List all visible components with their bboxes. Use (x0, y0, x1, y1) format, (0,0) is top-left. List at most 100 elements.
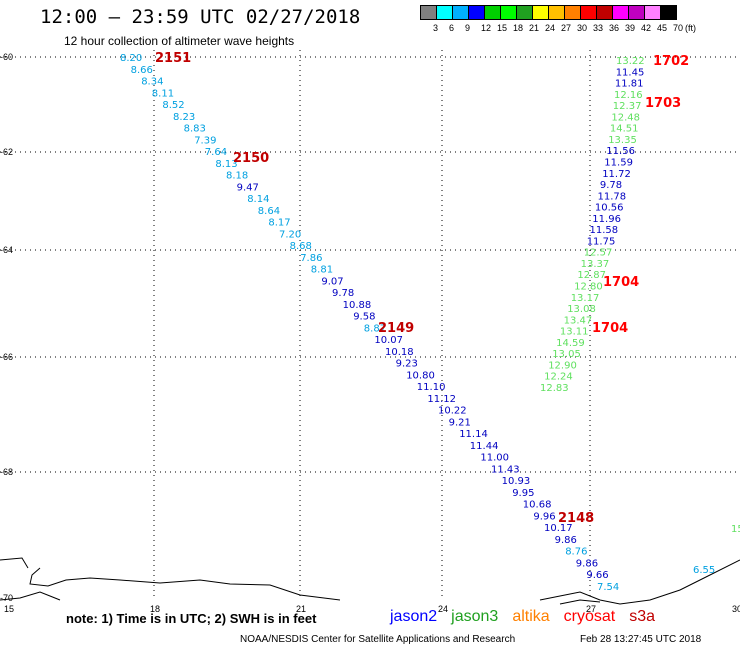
legend-label: 3 (433, 23, 439, 33)
wave-height-label: 10.93 (502, 476, 531, 487)
wave-height-label: 8.13 (215, 159, 237, 170)
wave-height-label: 8.11 (152, 88, 174, 99)
legend-label: 30 (577, 23, 588, 33)
wave-height-label: 11.58 (590, 225, 619, 236)
wave-height-label: 10.18 (385, 347, 414, 358)
wave-height-label: 7.86 (300, 253, 322, 264)
pass-number: 1703 (645, 96, 681, 111)
coastline (0, 557, 740, 605)
wave-height-label: 6.55 (693, 565, 715, 576)
wave-height-label: 8.66 (131, 65, 153, 76)
wave-height-label: 8.18 (226, 171, 248, 182)
legend-label: 21 (529, 23, 540, 33)
wave-height-label: 11.59 (604, 158, 633, 169)
wave-height-label: 11.75 (587, 236, 616, 247)
wave-height-label: 9.47 (237, 182, 259, 193)
lat-label: -60 (0, 52, 13, 62)
wave-height-label: 12.16 (614, 90, 643, 101)
wave-height-label: 13.11 (560, 327, 589, 338)
legend-label: 36 (609, 23, 620, 33)
wave-height-label: 9.86 (555, 535, 577, 546)
wave-height-label: 8.34 (141, 77, 163, 88)
wave-height-label: 12.90 (548, 360, 577, 371)
pass-number-labels: 2151 2150 2149 2148 1702 1703 1704 1704 (155, 51, 689, 526)
lon-label: 15 (4, 604, 14, 614)
wave-height-label: 9.78 (332, 288, 354, 299)
wave-height-label: 9.96 (533, 512, 555, 523)
wave-height-label: 8.14 (247, 194, 269, 205)
wave-height-label: 11.12 (427, 394, 456, 405)
wave-height-label: 8.17 (268, 218, 290, 229)
wave-height-label: 7.39 (194, 135, 216, 146)
wave-height-label: 9.23 (396, 359, 418, 370)
lat-label: -62 (0, 147, 13, 157)
wave-height-label: 13.35 (608, 135, 637, 146)
wave-height-label: 10.22 (438, 406, 467, 417)
wave-height-label: 13.37 (581, 259, 610, 270)
wave-height-label: 9.07 (321, 276, 343, 287)
wave-height-label: 7.20 (279, 229, 301, 240)
wave-height-label: 8.20 (120, 53, 142, 64)
lon-label: 30 (732, 604, 740, 614)
wave-height-label: 12.24 (544, 372, 573, 383)
coastline-antarctica-east (29, 567, 341, 601)
altimeter-track-a: 8.208.668.348.118.528.238.837.397.648.13… (120, 53, 619, 593)
wave-height-label: 12.87 (577, 270, 606, 281)
legend-label: 12 (481, 23, 492, 33)
wave-height-label: 10.56 (595, 203, 624, 214)
map-grid (0, 50, 740, 600)
coastline-bay (559, 599, 601, 605)
lat-label: -66 (0, 352, 13, 362)
satellite-cryosat: cryosat (563, 608, 616, 625)
legend-label: 27 (561, 23, 572, 33)
wave-height-label: 11.81 (615, 79, 644, 90)
legend-label: 42 (641, 23, 652, 33)
altimeter-track-b: 13.2211.4511.8112.1612.3712.4814.5113.35… (540, 56, 645, 394)
credit-line: NOAA/NESDIS Center for Satellite Applica… (240, 634, 516, 645)
lon-label: 21 (296, 604, 306, 614)
wave-height-label: 9.21 (449, 417, 471, 428)
pass-number: 2150 (233, 151, 269, 166)
wave-height-label: 7.54 (597, 582, 619, 593)
wave-height-label: 7.64 (205, 147, 227, 158)
wave-height-label: 13.47 (564, 315, 593, 326)
legend-label: 6 (449, 23, 455, 33)
wave-height-label: 11.43 (491, 464, 520, 475)
wave-height-label: 10.17 (544, 523, 573, 534)
coastline-edge (0, 557, 29, 569)
legend-swatch (660, 5, 677, 20)
wave-height-label: 13.05 (552, 349, 581, 360)
wave-height-label: 10.07 (374, 335, 403, 346)
pass-number: 1702 (653, 54, 689, 69)
wave-height-label: 11.78 (598, 191, 627, 202)
wave-height-label: 12.57 (584, 248, 613, 259)
pass-number: 1704 (603, 275, 639, 290)
lat-label: -64 (0, 245, 13, 255)
pass-number: 2149 (378, 321, 414, 336)
wave-height-label: 8.76 (565, 547, 587, 558)
wave-height-label: 11.44 (470, 441, 499, 452)
wave-height-label: 8.87 (364, 323, 386, 334)
legend-label: 33 (593, 23, 604, 33)
satellite-jason3: jason3 (451, 608, 499, 625)
legend-label: 45 (657, 23, 668, 33)
pass-number: 2151 (155, 51, 191, 66)
map-title: 12:00 – 23:59 UTC 02/27/2018 (40, 6, 361, 28)
extra-labels: 6.55 15 (693, 524, 740, 576)
wave-height-label: 10.88 (343, 300, 372, 311)
pass-number: 2148 (558, 511, 594, 526)
wave-height-label: 12.37 (613, 101, 642, 112)
wave-height-label: 11.72 (602, 169, 631, 180)
legend-label: 9 (465, 23, 471, 33)
wave-height-label: 11.96 (592, 214, 621, 225)
wave-height-label: 8.52 (162, 100, 184, 111)
wave-height-label: 12.83 (540, 383, 569, 394)
wave-height-label: 9.95 (512, 488, 534, 499)
satellite-s3a: s3a (629, 608, 656, 625)
legend-label: 18 (513, 23, 524, 33)
wave-height-label: 12.80 (574, 282, 603, 293)
pass-number: 1704 (592, 321, 628, 336)
wave-height-label: 12.48 (611, 112, 640, 123)
wave-height-label: 11.56 (606, 146, 635, 157)
